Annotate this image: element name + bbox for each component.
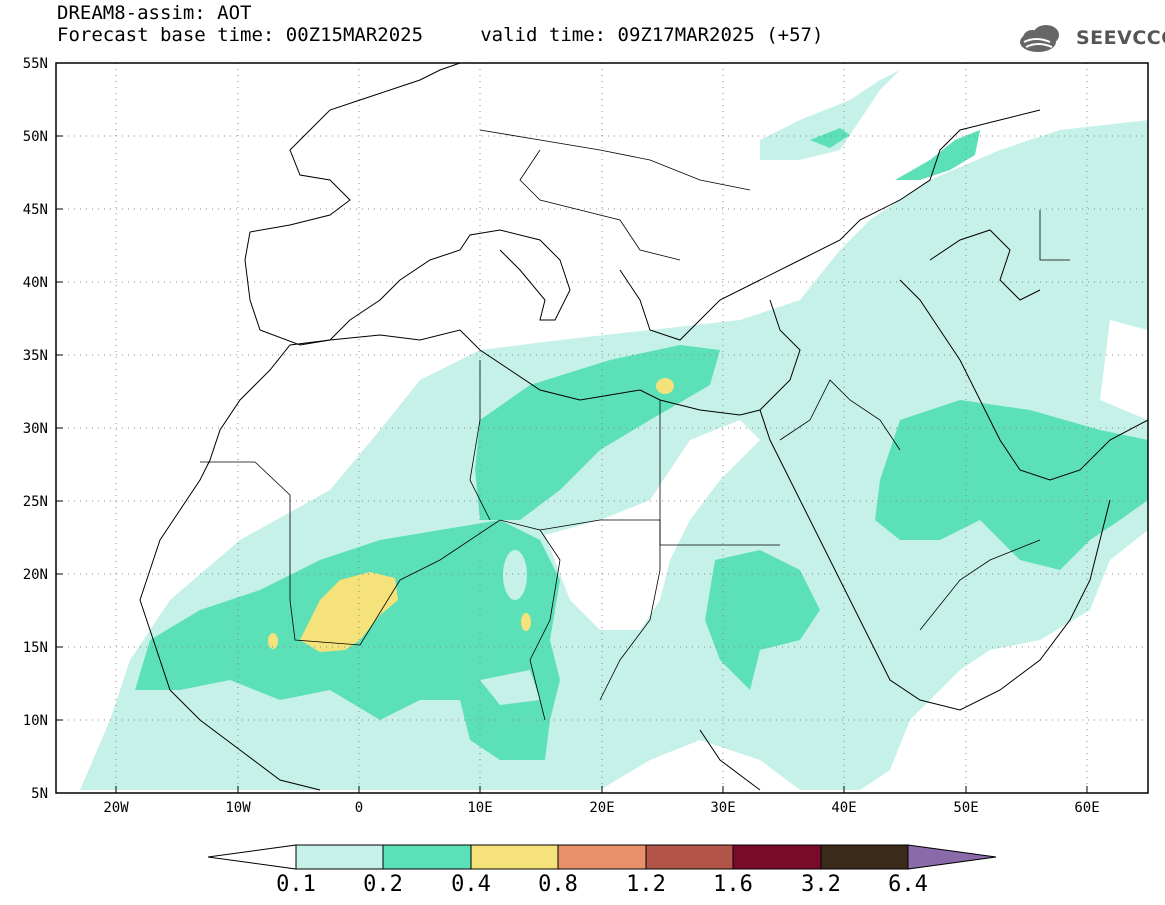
coastlines <box>139 63 1148 791</box>
lon-label: 40E <box>831 800 856 816</box>
lat-label: 45N <box>23 202 48 218</box>
colorbar-label: 0.4 <box>451 872 491 897</box>
lat-label: 15N <box>23 640 48 656</box>
borders <box>200 129 1070 721</box>
colorbar-under-arrow <box>207 844 297 870</box>
colorbar-segment <box>732 844 822 870</box>
colorbar <box>207 844 997 870</box>
lat-label: 40N <box>23 275 48 291</box>
cloud-icon <box>1020 25 1059 52</box>
aot-clear-area <box>545 420 760 630</box>
lon-label: 30E <box>710 800 735 816</box>
lon-label: 60E <box>1074 800 1099 816</box>
colorbar-segment <box>820 844 909 870</box>
colorbar-segment <box>470 844 559 870</box>
lat-label: 20N <box>23 567 48 583</box>
lat-labels: 55N 50N 45N 40N 35N 30N 25N 20N 15N 10N … <box>23 56 48 802</box>
logo-text: SEEVCCC <box>1076 27 1165 49</box>
colorbar-segment <box>557 844 647 870</box>
gridlines <box>56 63 1148 793</box>
lat-label: 10N <box>23 713 48 729</box>
axis-ticks <box>56 62 1088 794</box>
colorbar-over-arrow <box>907 844 997 870</box>
colorbar-label: 0.2 <box>363 872 403 897</box>
map-title: DREAM8-assim: AOT <box>57 2 252 24</box>
lon-label: 20E <box>589 800 614 816</box>
aot-field-0.1-inner <box>480 550 540 705</box>
colorbar-label: 0.8 <box>538 872 578 897</box>
colorbar-label: 6.4 <box>888 872 928 897</box>
forecast-times: Forecast base time: 00Z15MAR2025 valid t… <box>57 24 824 46</box>
colorbar-label: 0.1 <box>276 872 316 897</box>
lon-labels: 20W 10W 0 10E 20E 30E 40E 50E 60E <box>103 800 1099 816</box>
aot-field-0.4 <box>268 378 674 652</box>
colorbar-segment <box>645 844 734 870</box>
colorbar-label: 3.2 <box>801 872 841 897</box>
lat-label: 30N <box>23 421 48 437</box>
colorbar-segment <box>382 844 472 870</box>
lat-label: 50N <box>23 129 48 145</box>
colorbar-segment <box>295 844 384 870</box>
lon-label: 10E <box>467 800 492 816</box>
colorbar-label: 1.6 <box>713 872 753 897</box>
lat-label: 55N <box>23 56 48 72</box>
lon-label: 10W <box>225 800 251 816</box>
colorbar-label: 1.2 <box>626 872 666 897</box>
lon-label: 0 <box>355 800 363 816</box>
lat-label: 35N <box>23 348 48 364</box>
aot-fields <box>80 70 1148 790</box>
lat-label: 25N <box>23 494 48 510</box>
lat-label: 5N <box>31 786 48 802</box>
lon-label: 20W <box>103 800 129 816</box>
lon-label: 50E <box>953 800 978 816</box>
